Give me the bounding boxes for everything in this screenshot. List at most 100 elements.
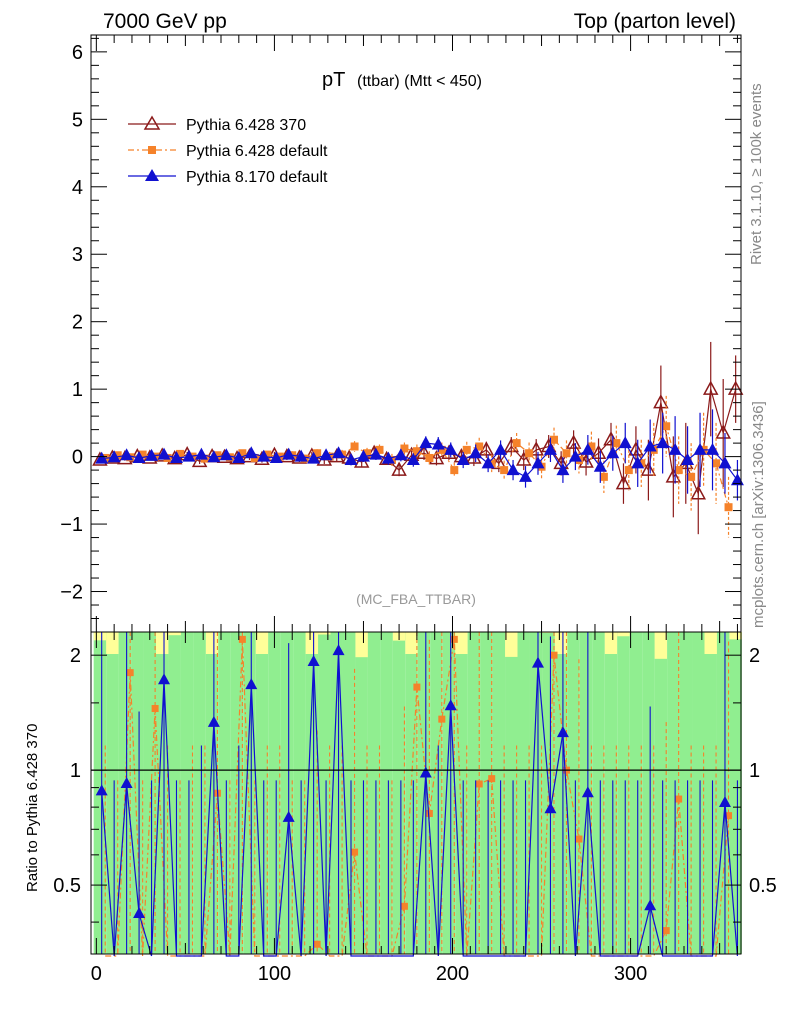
ratio-point-filled-triangle xyxy=(531,656,544,668)
legend-label-py6-default: Pythia 6.428 default xyxy=(186,143,328,160)
ratio-tick-label-right: 2 xyxy=(749,645,760,667)
ratio-band-green xyxy=(629,632,643,954)
data-point-square xyxy=(500,466,509,475)
ratio-point-filled-triangle xyxy=(120,776,133,788)
legend-entry-py6-default: Pythia 6.428 default xyxy=(128,143,328,160)
header-energy-label: 7000 GeV pp xyxy=(103,10,227,33)
ratio-band-green xyxy=(168,632,181,954)
ratio-band-green xyxy=(529,632,543,954)
data-point-filled-triangle xyxy=(456,452,470,465)
ratio-point-square xyxy=(313,940,321,948)
ratio-point-filled-triangle xyxy=(158,673,171,685)
data-point-square xyxy=(550,435,559,444)
ratio-point-filled-triangle xyxy=(581,786,594,798)
ratio-point-square xyxy=(488,775,496,783)
data-point-square xyxy=(425,453,434,462)
x-tick-label: 100 xyxy=(258,963,291,985)
ratio-band-yellow xyxy=(156,632,169,654)
data-point-filled-triangle xyxy=(294,449,308,462)
legend-entry-py6-370: Pythia 6.428 370 xyxy=(128,115,306,134)
legend: Pythia 6.428 370 Pythia 6.428 default Py… xyxy=(128,115,328,186)
ratio-point-square xyxy=(413,683,421,691)
ratio-tick-label: 1 xyxy=(70,760,81,782)
ratio-point-filled-triangle xyxy=(332,644,345,656)
data-point-square xyxy=(113,451,122,460)
data-point-open-triangle xyxy=(391,461,407,476)
ratio-band-green xyxy=(106,632,119,954)
ratio-band-green xyxy=(729,632,742,954)
data-point-square xyxy=(450,466,459,475)
ratio-point-filled-triangle xyxy=(307,654,320,666)
x-tick-label: 300 xyxy=(614,963,647,985)
ratio-point-square xyxy=(675,795,683,803)
data-point-filled-triangle xyxy=(332,446,346,459)
data-point-square xyxy=(475,442,484,451)
data-point-filled-triangle xyxy=(519,469,533,482)
data-point-open-triangle xyxy=(715,424,731,439)
ratio-point-square xyxy=(725,812,733,820)
data-point-filled-triangle xyxy=(481,456,495,469)
data-point-open-triangle xyxy=(640,461,657,476)
data-point-filled-triangle xyxy=(494,442,508,455)
ratio-band-yellow xyxy=(205,632,219,654)
main-plot-panel: −2 −1 0 1 2 3 4 5 6 pT (ttbar) (Mtt < 450) (MC_F… xyxy=(60,34,744,633)
ratio-point-square xyxy=(238,635,246,643)
ratio-band-green xyxy=(554,632,568,954)
data-point-filled-triangle xyxy=(219,448,233,461)
data-point-open-triangle xyxy=(702,380,719,395)
data-point-filled-triangle xyxy=(431,437,445,450)
y-tick-label: −2 xyxy=(60,582,83,604)
data-point-square xyxy=(587,442,596,451)
data-point-filled-triangle xyxy=(406,452,420,465)
ratio-band-green xyxy=(230,632,244,954)
data-point-filled-triangle xyxy=(618,436,632,449)
ratio-band-green xyxy=(517,632,530,954)
ratio-point-square xyxy=(151,705,159,713)
data-point-filled-triangle xyxy=(581,442,595,455)
data-point-filled-triangle xyxy=(681,452,695,465)
data-point-filled-triangle xyxy=(643,439,657,452)
data-point-filled-triangle xyxy=(506,463,520,476)
ratio-point-square xyxy=(662,927,670,935)
ratio-band-yellow xyxy=(617,632,630,637)
plot-title-main: pT xyxy=(322,69,345,91)
ratio-band-green xyxy=(280,632,294,954)
data-point-open-triangle xyxy=(665,468,682,483)
data-point-filled-triangle xyxy=(469,446,483,459)
data-point-filled-triangle xyxy=(356,449,370,462)
ratio-point-filled-triangle xyxy=(133,907,146,919)
data-point-filled-triangle xyxy=(593,459,607,472)
data-point-filled-triangle xyxy=(145,448,159,461)
ratio-band-green xyxy=(505,632,518,954)
data-point-square xyxy=(662,422,671,431)
data-point-square xyxy=(624,466,633,475)
data-point-open-triangle xyxy=(603,431,619,446)
data-point-square xyxy=(400,444,409,453)
data-point-filled-triangle xyxy=(543,442,557,455)
ratio-tick-label-right: 0.5 xyxy=(749,875,777,897)
ratio-band-yellow xyxy=(455,632,468,654)
ratio-band-yellow xyxy=(106,632,119,654)
ratio-band-green xyxy=(118,632,132,954)
ratio-band-green xyxy=(592,632,605,954)
ratio-band-green xyxy=(243,632,256,954)
data-point-square xyxy=(525,449,534,458)
ratio-band-green xyxy=(355,632,368,954)
ratio-band-green xyxy=(305,632,319,954)
ratio-tick-label-right: 1 xyxy=(749,760,760,782)
data-point-filled-triangle xyxy=(419,436,433,449)
data-point-filled-triangle xyxy=(556,463,570,476)
ratio-band-green xyxy=(193,632,206,954)
data-point-square xyxy=(213,451,222,460)
ratio-band-green xyxy=(318,632,331,954)
ratio-band-green xyxy=(293,632,306,954)
ratio-band-yellow xyxy=(704,632,717,654)
data-point-square xyxy=(238,449,247,458)
data-point-square xyxy=(176,449,185,458)
data-point-filled-triangle xyxy=(706,442,720,455)
ratio-point-filled-triangle xyxy=(718,796,731,808)
data-point-filled-triangle xyxy=(269,450,283,463)
y-tick-label: 3 xyxy=(72,244,83,266)
data-point-filled-triangle xyxy=(394,448,408,461)
data-point-filled-triangle xyxy=(656,436,670,449)
